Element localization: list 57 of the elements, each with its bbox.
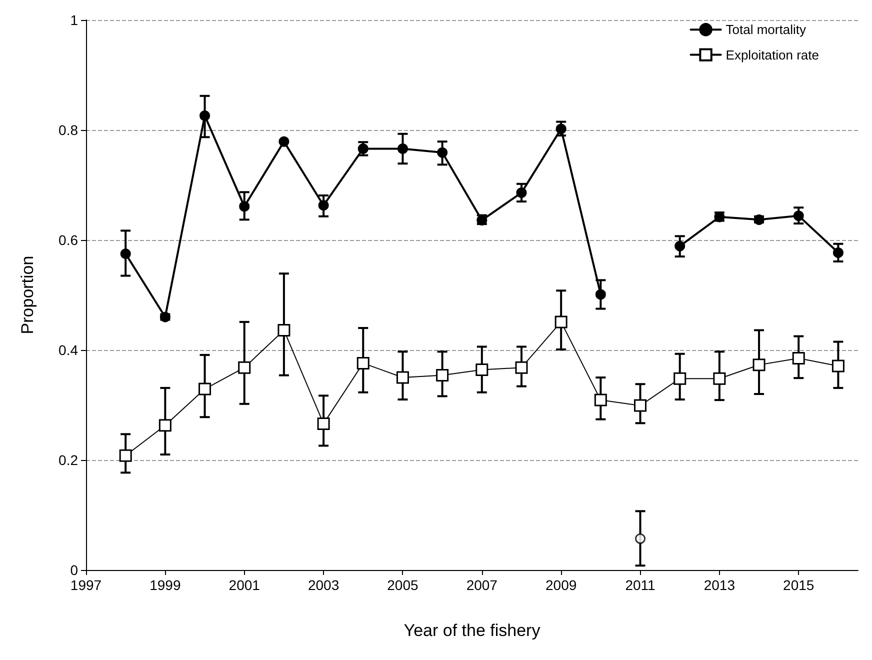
- x-tick-label: 1999: [150, 577, 181, 593]
- y-axis-title: Proportion: [18, 256, 37, 334]
- x-tick-label: 2005: [387, 577, 418, 593]
- x-tick-label: 2007: [466, 577, 498, 593]
- point: [754, 214, 764, 225]
- point: [595, 289, 606, 300]
- point: [554, 316, 568, 328]
- y-tick-label: 0.2: [58, 452, 78, 468]
- y-tick-label: 0: [70, 562, 78, 578]
- point: [832, 360, 844, 372]
- y-tick-label: 1: [70, 12, 78, 28]
- point: [119, 449, 132, 462]
- point: [238, 361, 251, 374]
- y-tick-label: 0.6: [58, 232, 78, 248]
- point: [515, 361, 528, 374]
- x-tick-label: 2013: [704, 577, 736, 593]
- point: [396, 371, 409, 384]
- point: [278, 136, 290, 147]
- point: [160, 312, 170, 322]
- point: [556, 124, 566, 134]
- point: [594, 394, 607, 406]
- point: [713, 372, 726, 385]
- point: [239, 201, 250, 212]
- point: [674, 372, 686, 385]
- point: [198, 382, 212, 396]
- x-axis-title: Year of the fishery: [404, 621, 541, 640]
- y-tick-label: 0.4: [58, 342, 78, 358]
- point: [793, 210, 804, 222]
- point: [792, 352, 805, 364]
- x-tick-label: 2003: [308, 577, 340, 593]
- point: [752, 358, 766, 372]
- x-tick-label: 2009: [546, 577, 577, 593]
- point: [516, 187, 527, 198]
- point: [832, 247, 844, 258]
- legend-label: Exploitation rate: [726, 47, 820, 62]
- legend-label: Total mortality: [726, 22, 806, 38]
- point: [317, 417, 330, 430]
- point: [397, 143, 408, 154]
- x-tick-label: 2011: [625, 577, 656, 593]
- point: [476, 214, 488, 226]
- x-tick-label: 2015: [783, 577, 814, 593]
- x-tick-label: 2001: [228, 577, 260, 593]
- point: [674, 240, 686, 252]
- point: [358, 143, 368, 154]
- point: [120, 248, 131, 259]
- x-tick-label: 1997: [70, 577, 102, 593]
- y-tick-label: 0.8: [58, 122, 78, 138]
- point: [278, 324, 290, 336]
- point: [356, 356, 370, 370]
- point: [634, 399, 647, 412]
- point: [437, 147, 448, 158]
- point: [436, 369, 449, 382]
- point: [158, 419, 172, 432]
- point: [200, 110, 210, 121]
- point: [635, 533, 646, 544]
- point: [318, 200, 329, 211]
- point: [476, 364, 488, 376]
